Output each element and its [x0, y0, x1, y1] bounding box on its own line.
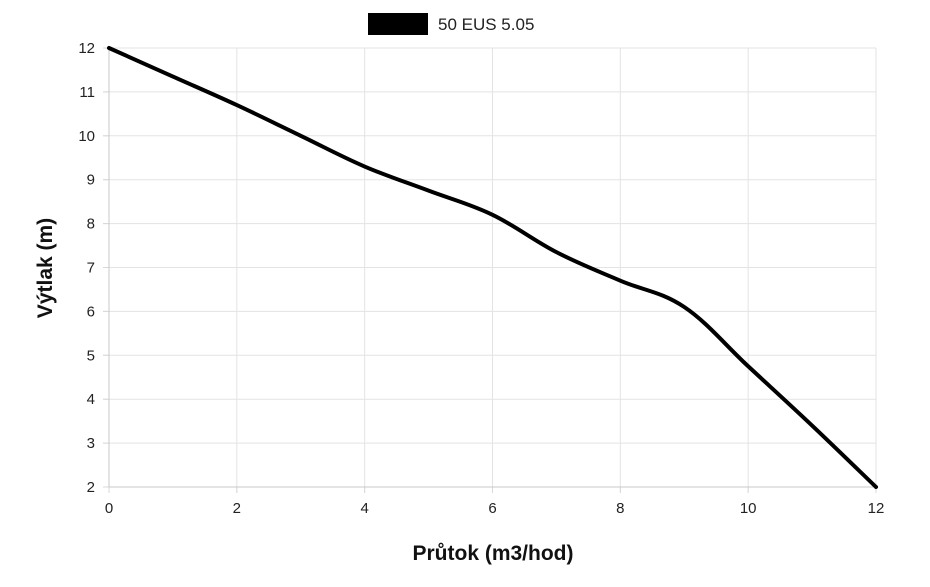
grid — [103, 47, 877, 493]
y-tick-label: 2 — [87, 479, 95, 496]
y-tick-label: 7 — [87, 260, 95, 277]
y-tick-label: 10 — [78, 128, 95, 145]
legend-swatch — [368, 13, 428, 35]
y-tick-label: 9 — [87, 172, 95, 189]
x-tick-label: 2 — [233, 500, 241, 517]
y-tick-label: 4 — [87, 391, 95, 408]
x-tick-label: 8 — [616, 500, 624, 517]
y-tick-label: 12 — [78, 40, 95, 57]
x-tick-label: 0 — [105, 500, 113, 517]
y-axis-title: Výtlak (m) — [34, 218, 57, 318]
x-tick-label: 4 — [360, 500, 368, 517]
y-tick-label: 11 — [79, 84, 95, 101]
x-tick-label: 10 — [740, 500, 757, 517]
y-tick-label: 5 — [87, 347, 95, 364]
axes — [103, 47, 877, 493]
legend-label: 50 EUS 5.05 — [438, 15, 534, 34]
series-layer — [107, 46, 878, 489]
x-tick-label: 12 — [868, 500, 885, 517]
x-tick-label: 6 — [488, 500, 496, 517]
y-tick-label: 6 — [87, 303, 95, 320]
series-line — [107, 46, 878, 489]
x-axis-title: Průtok (m3/hod) — [413, 542, 574, 565]
y-tick-label: 3 — [87, 435, 95, 452]
legend[interactable]: 50 EUS 5.05 — [368, 13, 534, 35]
y-tick-label: 8 — [87, 216, 95, 233]
